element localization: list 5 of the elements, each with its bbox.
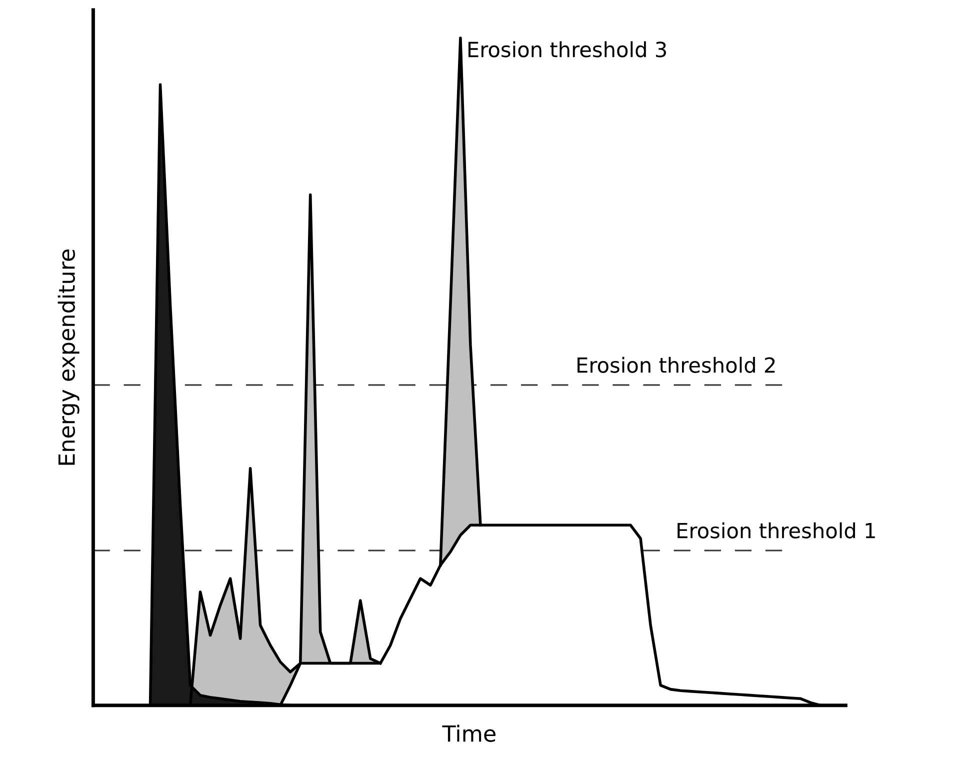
ref-line-label: Erosion threshold 1 bbox=[678, 522, 875, 538]
y-axis-title: Energy expenditure bbox=[58, 250, 80, 465]
annotation: Erosion threshold 3 bbox=[468, 41, 666, 58]
ref-line-label: Erosion threshold 2 bbox=[578, 356, 775, 373]
x-axis-title: Time bbox=[442, 724, 496, 742]
